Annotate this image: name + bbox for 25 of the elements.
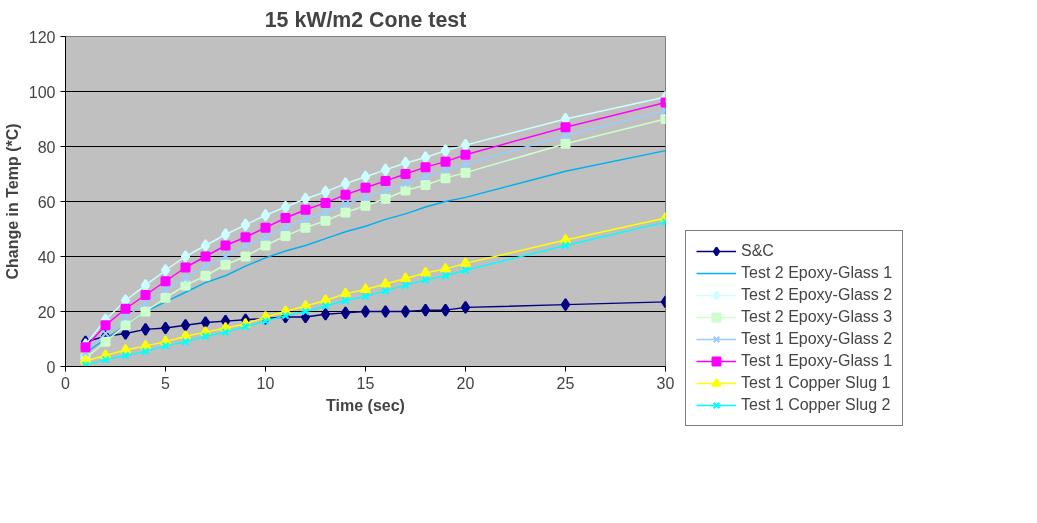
legend-label: Test 1 Epoxy-Glass 2	[741, 330, 893, 348]
x-tick-label: 0	[61, 374, 71, 392]
y-tick-label: 100	[28, 83, 56, 101]
x-tick-label: 10	[256, 374, 275, 392]
legend-label: Test 2 Epoxy-Glass 3	[741, 308, 893, 326]
legend-label: S&C	[741, 242, 774, 260]
x-tick-label: 30	[656, 374, 675, 392]
chart-title: 15 kW/m2 Cone test	[264, 7, 467, 32]
y-tick-label: 60	[37, 193, 56, 211]
legend-label: Test 2 Epoxy-Glass 2	[741, 286, 893, 304]
legend-label: Test 1 Epoxy-Glass 1	[741, 352, 893, 370]
y-axis-title: Change in Temp (*C)	[3, 123, 21, 280]
y-tick-label: 80	[37, 138, 56, 156]
legend-label: Test 1 Copper Slug 1	[741, 374, 891, 392]
x-tick-label: 25	[556, 374, 575, 392]
x-tick-label: 20	[456, 374, 475, 392]
legend-label: Test 2 Epoxy-Glass 1	[741, 264, 893, 282]
x-axis-title: Time (sec)	[326, 396, 405, 414]
x-tick-label: 15	[356, 374, 375, 392]
y-tick-label: 20	[37, 303, 56, 321]
y-tick-label: 0	[46, 358, 56, 376]
y-tick-label: 40	[37, 248, 56, 266]
y-tick-label: 120	[28, 28, 56, 46]
legend-label: Test 1 Copper Slug 2	[741, 396, 891, 414]
x-tick-label: 5	[161, 374, 171, 392]
